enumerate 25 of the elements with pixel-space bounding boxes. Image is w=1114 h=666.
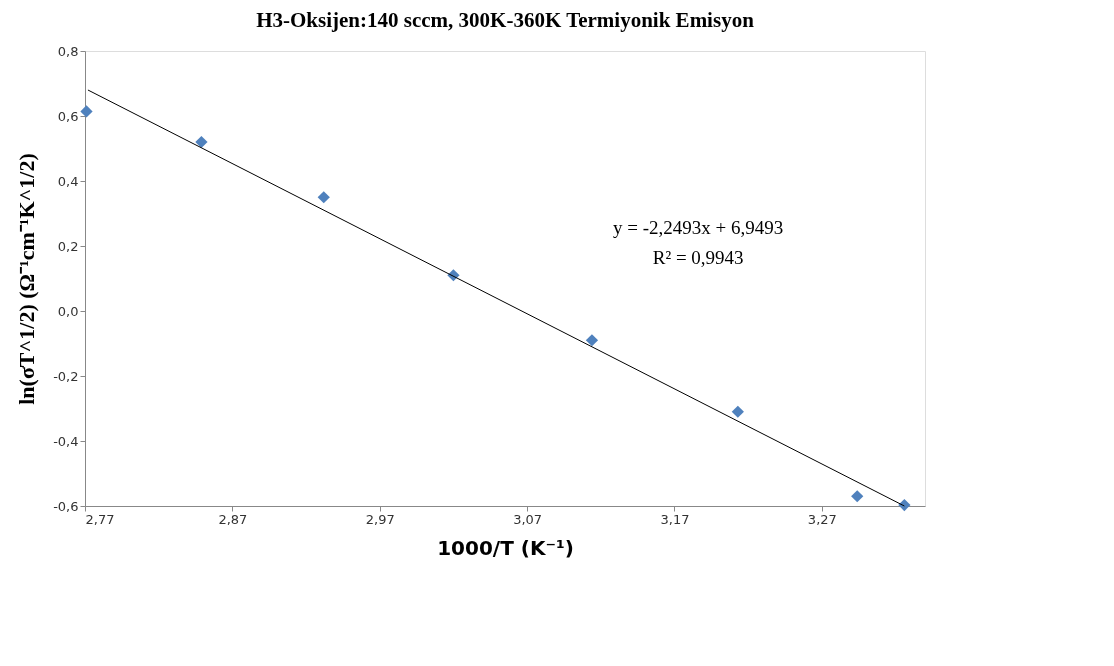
annotation: R² = 0,9943: [652, 247, 744, 269]
y-axis-title: ln(σT^1/2) (Ω⁻¹cm⁻¹K^1/2): [14, 153, 40, 405]
x-axis-title: 1000/T (K⁻¹): [437, 535, 574, 560]
y-tick-label: 0,6: [57, 108, 79, 124]
point: [851, 490, 864, 503]
x-tick-label: 3,17: [660, 511, 690, 527]
x-tick-label: 3,07: [513, 511, 543, 527]
y-tick-label: -0,6: [53, 498, 79, 514]
y-tick-label: -0,4: [53, 433, 79, 449]
y-tick-label: 0,8: [57, 43, 79, 59]
y-tick-label: 0,2: [57, 238, 79, 254]
y-tick-label: -0,2: [53, 368, 79, 384]
chart-title: H3-Oksijen:140 sccm, 300K-360K Termiyonik Emisyon: [256, 8, 755, 32]
y-tick-label: 0,4: [57, 173, 79, 189]
point: [585, 334, 599, 347]
annotation: y = -2,2493x + 6,9493: [613, 217, 784, 239]
y-tick-label: 0,0: [57, 303, 79, 319]
x-tick-label: 2,87: [218, 511, 248, 527]
point: [195, 135, 208, 149]
x-tick-label: 2,77: [85, 511, 115, 527]
point: [80, 105, 93, 118]
x-tick-label: 3,27: [807, 511, 837, 527]
point: [317, 191, 330, 204]
point: [731, 405, 744, 418]
x-tick-label: 2,97: [365, 511, 395, 527]
